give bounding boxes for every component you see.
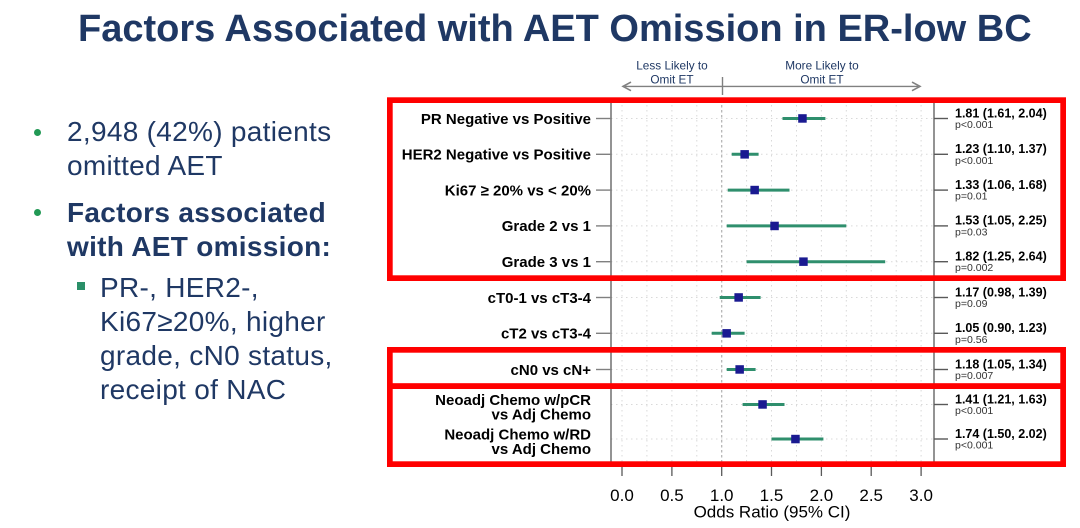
svg-text:Omit ET: Omit ET — [800, 73, 843, 87]
svg-text:1.33 (1.06, 1.68): 1.33 (1.06, 1.68) — [955, 178, 1047, 192]
svg-text:Neoadj Chemo w/pCR: Neoadj Chemo w/pCR — [435, 392, 591, 409]
svg-text:1.17 (0.98, 1.39): 1.17 (0.98, 1.39) — [955, 285, 1047, 299]
svg-text:1.53 (1.05, 2.25): 1.53 (1.05, 2.25) — [955, 214, 1047, 228]
svg-text:p=0.007: p=0.007 — [955, 370, 993, 382]
svg-text:Grade 3 vs 1: Grade 3 vs 1 — [502, 254, 591, 271]
svg-text:1.0: 1.0 — [710, 486, 734, 505]
svg-text:Less Likely to: Less Likely to — [636, 59, 708, 73]
svg-text:p<0.001: p<0.001 — [955, 405, 993, 417]
svg-text:2.0: 2.0 — [810, 486, 834, 505]
svg-text:p=0.56: p=0.56 — [955, 334, 988, 346]
svg-text:cT0-1 vs cT3-4: cT0-1 vs cT3-4 — [488, 290, 592, 307]
svg-text:1.5: 1.5 — [760, 486, 784, 505]
svg-text:p<0.001: p<0.001 — [955, 440, 993, 452]
svg-text:1.81 (1.61, 2.04): 1.81 (1.61, 2.04) — [955, 106, 1047, 120]
svg-text:vs Adj Chemo: vs Adj Chemo — [492, 406, 591, 423]
svg-text:HER2 Negative vs Positive: HER2 Negative vs Positive — [402, 147, 591, 164]
svg-text:cN0 vs cN+: cN0 vs cN+ — [511, 362, 592, 379]
svg-text:p=0.01: p=0.01 — [955, 191, 988, 203]
svg-text:Omit ET: Omit ET — [650, 73, 693, 87]
svg-text:3.0: 3.0 — [909, 486, 933, 505]
svg-text:p=0.002: p=0.002 — [955, 262, 993, 274]
svg-text:Neoadj Chemo w/RD: Neoadj Chemo w/RD — [444, 426, 591, 443]
svg-text:p<0.001: p<0.001 — [955, 119, 993, 131]
svg-text:p<0.001: p<0.001 — [955, 155, 993, 167]
svg-text:cT2 vs cT3-4: cT2 vs cT3-4 — [501, 326, 592, 343]
svg-text:1.23 (1.10, 1.37): 1.23 (1.10, 1.37) — [955, 142, 1047, 156]
svg-text:Ki67 ≥ 20% vs < 20%: Ki67 ≥ 20% vs < 20% — [445, 182, 591, 199]
svg-text:1.05 (0.90, 1.23): 1.05 (0.90, 1.23) — [955, 321, 1047, 335]
svg-text:0.0: 0.0 — [610, 486, 634, 505]
svg-text:Grade 2 vs 1: Grade 2 vs 1 — [502, 218, 591, 235]
svg-text:0.5: 0.5 — [660, 486, 684, 505]
svg-text:2.5: 2.5 — [859, 486, 883, 505]
svg-text:p=0.03: p=0.03 — [955, 226, 988, 238]
svg-text:p=0.09: p=0.09 — [955, 298, 988, 310]
svg-text:More Likely to: More Likely to — [785, 59, 859, 73]
svg-text:vs Adj Chemo: vs Adj Chemo — [492, 441, 591, 458]
svg-text:1.82 (1.25, 2.64): 1.82 (1.25, 2.64) — [955, 250, 1047, 264]
svg-text:PR Negative vs Positive: PR Negative vs Positive — [421, 111, 591, 128]
svg-text:1.18 (1.05, 1.34): 1.18 (1.05, 1.34) — [955, 357, 1047, 371]
svg-text:1.41 (1.21, 1.63): 1.41 (1.21, 1.63) — [955, 392, 1047, 406]
svg-text:1.74 (1.50, 2.02): 1.74 (1.50, 2.02) — [955, 427, 1047, 441]
svg-text:Odds Ratio (95% CI): Odds Ratio (95% CI) — [694, 503, 851, 522]
